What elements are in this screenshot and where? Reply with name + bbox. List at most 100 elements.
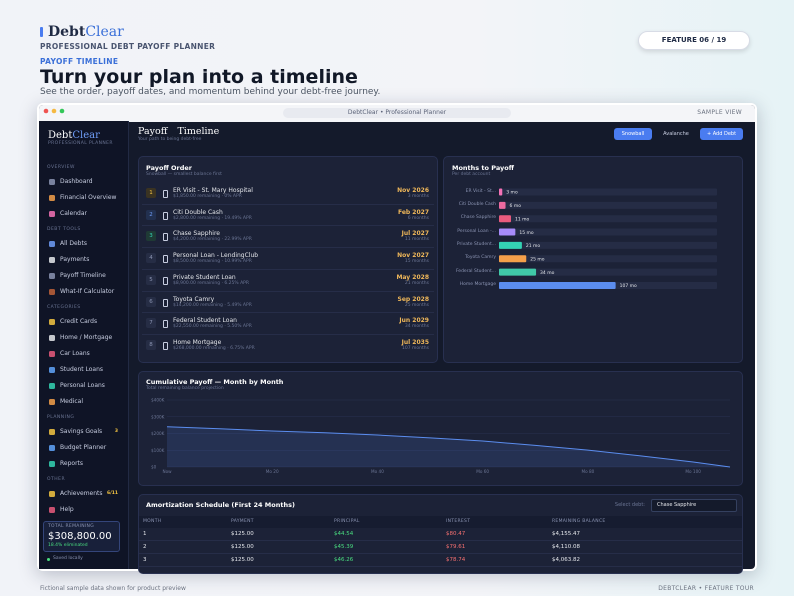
order-number: 2 <box>146 209 156 220</box>
nav-item[interactable]: Payments <box>60 256 90 263</box>
x-tick-label: Mo 60 <box>476 469 489 474</box>
main-title: Payoff Timeline <box>138 127 219 137</box>
bar-label: Home Mortgage <box>459 281 496 287</box>
payoff-date: Nov 2027 <box>397 252 429 260</box>
debt-detail: $268,000.00 remaining · 6.75% APR <box>173 345 255 351</box>
nav-item[interactable]: Budget Planner <box>60 444 107 451</box>
nav-item[interactable]: Dashboard <box>60 178 93 185</box>
title-part: Payoff <box>138 126 168 137</box>
debt-name: Federal Student Loan <box>173 317 237 325</box>
bar-track <box>499 201 717 209</box>
payoff-date: Jul 2027 <box>401 230 429 238</box>
order-number: 1 <box>146 188 156 198</box>
order-number: 5 <box>146 274 156 285</box>
panel-title: Payoff Order <box>146 164 193 172</box>
nav-icon <box>49 491 55 497</box>
toolbar-button[interactable]: Snowball <box>614 128 652 140</box>
bar-track <box>499 188 717 196</box>
footer-right: DEBTCLEAR • FEATURE TOUR <box>658 585 754 592</box>
bar <box>499 241 522 249</box>
select-box[interactable]: Chase Sapphire <box>651 499 737 512</box>
nav-item[interactable]: Student Loans <box>60 366 104 373</box>
nav-item[interactable]: Personal Loans <box>60 382 105 389</box>
debt-name: Private Student Loan <box>173 273 236 281</box>
nav-item[interactable]: All Debts <box>60 240 87 247</box>
title-part: Timeline <box>177 126 220 137</box>
nav-icon <box>49 383 55 389</box>
debt-detail: $8,500.00 remaining · 10.99% APR <box>173 259 252 265</box>
payoff-months: 34 months <box>404 324 429 330</box>
bar-value-label: 15 mo <box>519 230 534 236</box>
bar-label: Personal Loan -... <box>457 228 496 234</box>
nav-icon <box>49 335 55 341</box>
sidebar-logo: DebtClear <box>48 131 100 141</box>
debt-detail: $14,200.00 remaining · 5.49% APR <box>173 302 252 308</box>
feature-badge: FEATURE 06 / 19 <box>638 31 750 50</box>
sidebar-section-title: OVERVIEW <box>47 165 75 170</box>
nav-item[interactable]: Payoff Timeline <box>60 272 106 279</box>
toolbar-button[interactable]: + Add Debt <box>700 128 743 140</box>
nav-item[interactable]: Credit Cards <box>60 318 98 325</box>
order-number: 4 <box>146 253 156 264</box>
panel-subtitle: Total remaining balance projection <box>146 386 224 391</box>
sidebar-section-title: OTHER <box>47 477 66 482</box>
payoff-date: Feb 2027 <box>397 208 429 216</box>
window-dot <box>59 108 65 114</box>
debt-detail: $8,900.00 remaining · 6.25% APR <box>173 280 249 286</box>
row-divider <box>142 290 434 292</box>
debt-icon <box>163 190 168 198</box>
logo-part: Debt <box>48 24 86 40</box>
debt-detail: $22,550.00 remaining · 5.50% APR <box>173 324 252 330</box>
bar <box>499 215 511 223</box>
x-tick-label: Mo 80 <box>582 469 595 474</box>
nav-icon <box>49 289 55 295</box>
nav-item[interactable]: Savings Goals <box>60 428 103 435</box>
nav-badge: 6/11 <box>106 491 118 496</box>
debt-icon <box>163 233 168 242</box>
window-label: SAMPLE VIEW <box>697 109 742 116</box>
panel-subtitle: Per debt account <box>452 172 491 177</box>
nav-item[interactable]: Achievements <box>60 490 103 497</box>
table-header: INTEREST <box>446 519 471 524</box>
row-divider <box>142 203 434 205</box>
logo: DebtClear <box>48 25 124 39</box>
nav-item[interactable]: Calendar <box>60 210 87 217</box>
logo-part: Clear <box>72 130 100 141</box>
nav-icon <box>49 319 55 325</box>
nav-item[interactable]: Financial Overview <box>60 194 117 201</box>
table-cell: 1 <box>143 531 147 537</box>
bar-label: Chase Sapphire <box>460 215 496 221</box>
total-label: TOTAL REMAINING <box>48 524 95 529</box>
payoff-months: 3 months <box>407 194 429 199</box>
x-tick-label: Mo 20 <box>266 469 279 474</box>
bar-track <box>499 215 717 223</box>
nav-item[interactable]: What-If Calculator <box>60 288 115 295</box>
footer-left: Fictional sample data shown for product … <box>40 585 186 592</box>
area-fill <box>167 426 730 467</box>
nav-item[interactable]: Reports <box>60 460 84 467</box>
y-tick-label: $300K <box>151 414 165 419</box>
debt-name: ER Visit - St. Mary Hospital <box>173 187 253 194</box>
panel <box>138 494 743 574</box>
order-number: 7 <box>146 318 156 329</box>
toolbar-button[interactable]: Avalanche <box>663 131 689 137</box>
payoff-months: 21 months <box>404 280 429 286</box>
y-tick-label: $200K <box>151 431 165 436</box>
accent-bar <box>40 27 43 37</box>
table-header-bg <box>139 516 742 528</box>
nav-item[interactable]: Car Loans <box>60 350 90 357</box>
debt-detail: $4,200.00 remaining · 22.99% APR <box>173 237 252 243</box>
table-row-divider <box>139 565 742 567</box>
status-dot <box>47 558 50 561</box>
y-tick-label: $0 <box>151 465 157 470</box>
nav-item[interactable]: Help <box>60 506 74 513</box>
nav-item[interactable]: Medical <box>60 398 83 405</box>
bar-value-label: 3 mo <box>506 190 518 196</box>
debt-name: Personal Loan - LendingClub <box>173 252 259 260</box>
panel-subtitle: Snowball — smallest balance first <box>146 172 222 177</box>
logo-part: Debt <box>48 130 73 141</box>
nav-icon <box>49 195 55 201</box>
nav-item[interactable]: Home / Mortgage <box>60 334 113 341</box>
bar-label: Toyota Camry <box>465 255 496 261</box>
bar <box>499 281 616 289</box>
